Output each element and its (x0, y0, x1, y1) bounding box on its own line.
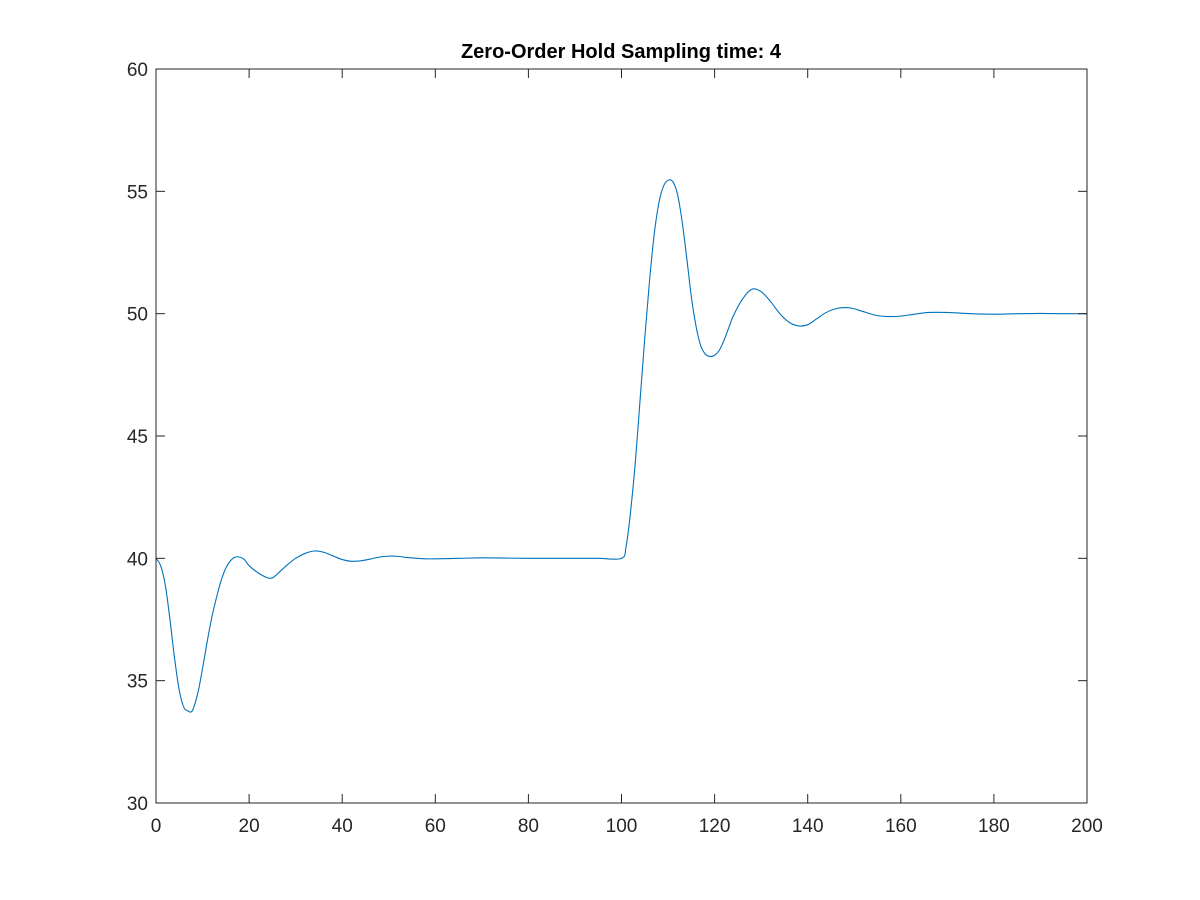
y-tick-label: 55 (127, 182, 148, 203)
series-layer (155, 179, 1088, 713)
chart-title: Zero-Order Hold Sampling time: 4 (461, 41, 782, 63)
y-tick-label: 40 (127, 549, 148, 570)
x-tick-label: 200 (1071, 816, 1103, 837)
series-line-0 (155, 179, 1088, 713)
x-tick-label: 20 (239, 816, 260, 837)
plot-area (156, 69, 1087, 803)
axes-box (155, 68, 1088, 804)
tick-labels-layer: 0 20 40 60 80 100 120 140 160 180 200 30 35 40 45 50 55 6… (127, 60, 1103, 837)
y-tick-label: 30 (127, 794, 148, 815)
x-tick-label: 100 (606, 816, 638, 837)
y-tick-label: 60 (127, 60, 148, 81)
x-tick-label: 180 (978, 816, 1010, 837)
x-tick-label: 120 (699, 816, 731, 837)
y-tick-label: 50 (127, 305, 148, 326)
x-tick-label: 60 (425, 816, 446, 837)
x-tick-label: 140 (792, 816, 824, 837)
x-tick-label: 0 (151, 816, 162, 837)
y-tick-label: 35 (127, 672, 148, 693)
y-tick-label: 45 (127, 427, 148, 448)
x-tick-label: 80 (518, 816, 539, 837)
x-tick-label: 160 (885, 816, 917, 837)
x-tick-label: 40 (332, 816, 353, 837)
